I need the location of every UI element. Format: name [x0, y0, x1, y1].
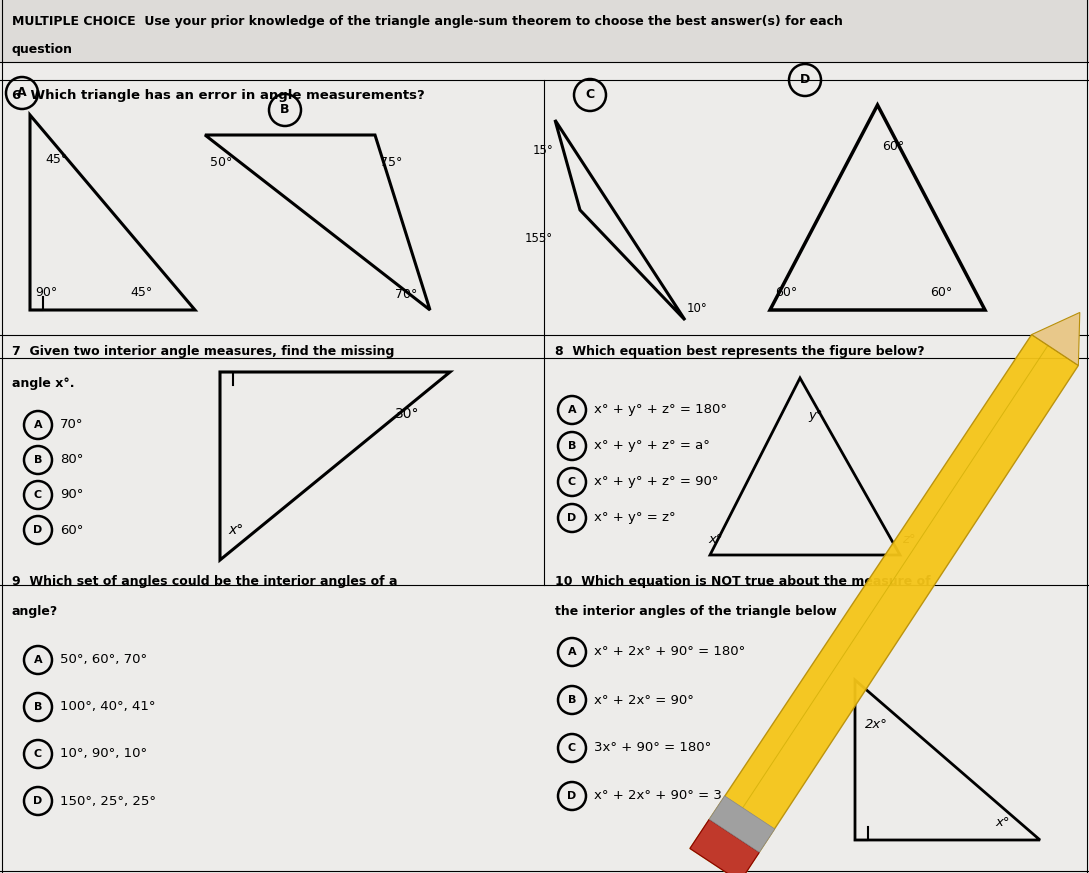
Text: x°: x° [708, 533, 722, 546]
Text: 60°: 60° [930, 285, 952, 299]
Text: 9  Which set of angles could be the interior angles of a: 9 Which set of angles could be the inter… [12, 575, 397, 588]
Polygon shape [1031, 313, 1080, 366]
Text: D: D [800, 73, 810, 86]
Text: 45°: 45° [45, 154, 68, 167]
FancyBboxPatch shape [0, 0, 1089, 62]
Text: D: D [34, 796, 42, 806]
Text: D: D [567, 513, 576, 523]
Text: 50°, 60°, 70°: 50°, 60°, 70° [60, 654, 147, 666]
Text: 60°: 60° [60, 524, 84, 537]
Text: C: C [568, 477, 576, 487]
Text: x°: x° [228, 523, 243, 537]
Text: 10  Which equation is NOT true about the measure of: 10 Which equation is NOT true about the … [555, 575, 931, 588]
Text: B: B [34, 702, 42, 712]
Text: 70°: 70° [395, 288, 417, 301]
Text: A: A [567, 647, 576, 657]
Text: 50°: 50° [210, 156, 232, 169]
Text: 155°: 155° [525, 231, 553, 244]
Text: 10°: 10° [687, 301, 708, 314]
Text: C: C [586, 88, 595, 101]
Text: 150°, 25°, 25°: 150°, 25°, 25° [60, 794, 156, 808]
Text: 70°: 70° [60, 418, 84, 431]
Text: question: question [12, 44, 73, 57]
Text: C: C [34, 490, 42, 500]
Text: angle?: angle? [12, 605, 58, 618]
Text: B: B [567, 441, 576, 451]
Text: 60°: 60° [882, 141, 905, 154]
Text: x° + y° = z°: x° + y° = z° [594, 512, 675, 525]
Polygon shape [709, 796, 774, 852]
Text: B: B [280, 104, 290, 116]
Text: the interior angles of the triangle below: the interior angles of the triangle belo… [555, 605, 836, 618]
Text: angle x°.: angle x°. [12, 377, 74, 390]
Text: 80°: 80° [60, 453, 84, 466]
Text: x° + 2x° + 90° = 180°: x° + 2x° + 90° = 180° [594, 645, 745, 658]
Text: 75°: 75° [380, 156, 402, 169]
Text: z°: z° [902, 533, 916, 546]
Text: x°: x° [995, 815, 1010, 828]
Text: D: D [34, 525, 42, 535]
Text: 100°, 40°, 41°: 100°, 40°, 41° [60, 700, 156, 713]
Polygon shape [690, 819, 759, 873]
Text: 6  Which triangle has an error in angle measurements?: 6 Which triangle has an error in angle m… [12, 88, 425, 101]
Text: 15°: 15° [533, 143, 553, 156]
Text: D: D [567, 791, 576, 801]
Polygon shape [690, 334, 1078, 873]
Text: MULTIPLE CHOICE  Use your prior knowledge of the triangle angle-sum theorem to c: MULTIPLE CHOICE Use your prior knowledge… [12, 16, 843, 29]
Text: A: A [17, 86, 27, 100]
Text: C: C [568, 743, 576, 753]
Text: 60°: 60° [775, 285, 797, 299]
Text: 3x° + 90° = 180°: 3x° + 90° = 180° [594, 741, 711, 754]
Text: x° + y° + z° = a°: x° + y° + z° = a° [594, 439, 710, 452]
Text: 90°: 90° [60, 489, 84, 501]
Text: B: B [567, 695, 576, 705]
Text: 8  Which equation best represents the figure below?: 8 Which equation best represents the fig… [555, 345, 925, 358]
Text: 2x°: 2x° [865, 718, 888, 732]
Text: y°: y° [808, 409, 822, 423]
Text: x° + 2x° = 90°: x° + 2x° = 90° [594, 693, 694, 706]
Text: 10°, 90°, 10°: 10°, 90°, 10° [60, 747, 147, 760]
Text: x° + 2x° + 90° = 3: x° + 2x° + 90° = 3 [594, 789, 722, 802]
Text: C: C [34, 749, 42, 759]
Text: x° + y° + z° = 180°: x° + y° + z° = 180° [594, 403, 727, 416]
Text: A: A [34, 420, 42, 430]
Text: 90°: 90° [35, 285, 58, 299]
Text: A: A [567, 405, 576, 415]
Text: 7  Given two interior angle measures, find the missing: 7 Given two interior angle measures, fin… [12, 345, 394, 358]
Text: x° + y° + z° = 90°: x° + y° + z° = 90° [594, 476, 719, 489]
Text: 45°: 45° [130, 285, 152, 299]
Text: A: A [34, 655, 42, 665]
Text: 30°: 30° [395, 407, 419, 421]
Text: B: B [34, 455, 42, 465]
